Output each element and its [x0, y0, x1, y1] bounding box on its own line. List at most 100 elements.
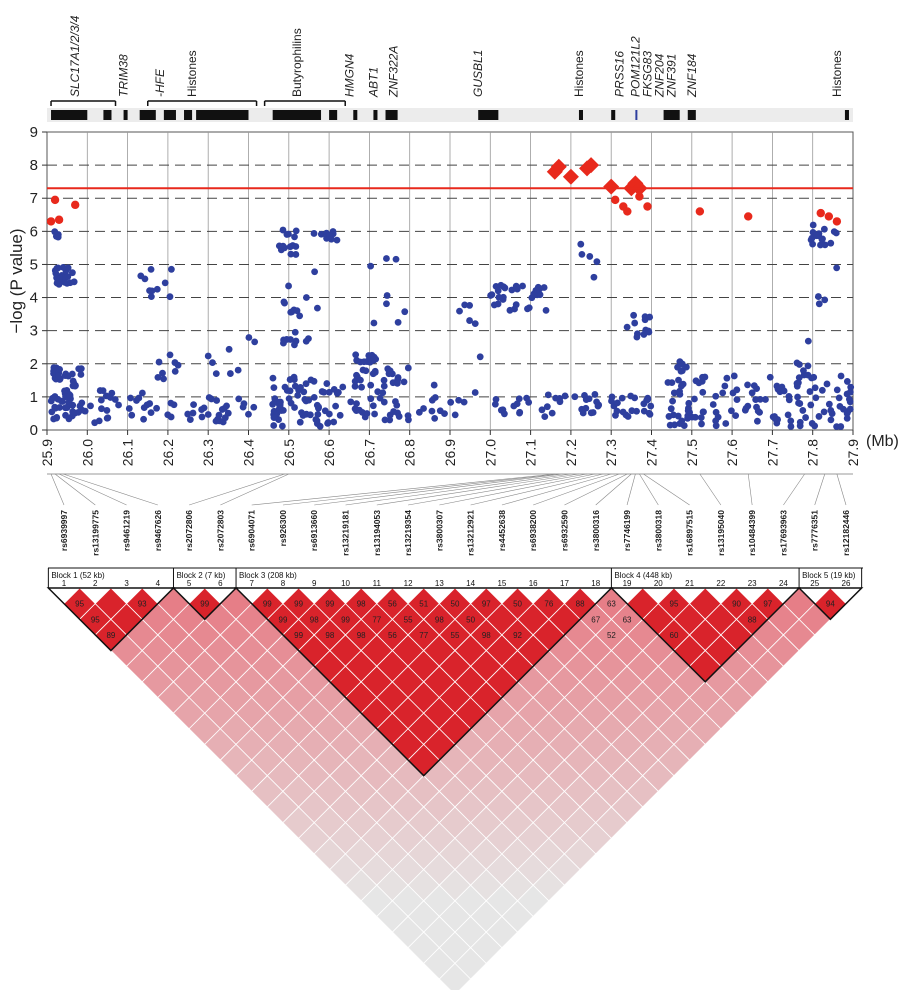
snp-label: rs3800316 — [591, 510, 601, 551]
snp-point — [226, 370, 234, 377]
snp-point — [390, 408, 397, 415]
snp-point — [294, 391, 302, 399]
snp-point — [330, 418, 338, 426]
snp-point — [141, 275, 149, 283]
snp-point — [103, 407, 111, 414]
snp-point — [530, 290, 538, 298]
ld-value: 63 — [607, 600, 616, 609]
snp-point — [235, 395, 243, 403]
snp-point — [627, 392, 635, 400]
snp-connector — [282, 473, 559, 506]
snp-point — [54, 264, 62, 272]
snp-label: rs13219354 — [403, 510, 413, 556]
snp-point — [806, 388, 814, 395]
snp-point — [320, 388, 328, 396]
snp-label: rs13212921 — [466, 510, 476, 556]
snp-point-significant — [623, 207, 632, 216]
x-tick-label: 26.0 — [79, 439, 95, 466]
snp-point — [766, 373, 774, 381]
x-tick-label: 27.3 — [603, 439, 619, 466]
snp-point — [466, 317, 473, 324]
gene-label: Histones — [830, 50, 844, 97]
snp-point — [147, 409, 155, 416]
snp-point — [447, 398, 455, 406]
snp-point — [292, 227, 300, 235]
snp-point — [552, 394, 560, 402]
ld-value: 90 — [732, 600, 741, 609]
snp-point — [823, 380, 831, 388]
ld-value: 99 — [294, 631, 303, 640]
snp-point — [209, 359, 216, 366]
snp-point — [62, 404, 70, 411]
gene-label: ZNF204 — [653, 53, 667, 98]
y-tick-label: 1 — [30, 389, 38, 406]
snp-point — [762, 396, 769, 403]
ld-value: 50 — [513, 600, 522, 609]
snp-point — [712, 392, 720, 400]
ld-value: 99 — [200, 600, 209, 609]
snp-point — [664, 379, 672, 386]
snp-point — [699, 388, 707, 396]
ld-value: 99 — [263, 600, 272, 609]
snp-point — [728, 407, 735, 415]
snp-point — [804, 371, 812, 379]
gene-label: ZNF322A — [387, 46, 401, 98]
snp-point-significant — [635, 192, 644, 201]
snp-point — [66, 279, 74, 287]
snp-point — [287, 250, 295, 258]
snp-point — [355, 406, 363, 414]
snp-point — [293, 307, 301, 315]
ld-value: 77 — [372, 615, 381, 624]
ld-snp-number: 17 — [560, 579, 569, 588]
snp-connector — [501, 473, 612, 506]
snp-point — [674, 363, 681, 371]
snp-point — [50, 364, 58, 371]
snp-point — [669, 397, 676, 405]
snp-point — [380, 398, 388, 406]
snp-point — [296, 312, 304, 320]
snp-point — [846, 388, 854, 396]
snp-point — [613, 407, 621, 415]
snp-point — [367, 381, 375, 389]
snp-point — [104, 414, 112, 422]
snp-point — [404, 412, 412, 420]
snp-point — [153, 285, 161, 293]
ld-value: 92 — [513, 631, 522, 640]
snp-point — [323, 380, 331, 387]
snp-point — [802, 414, 810, 421]
gene-block — [844, 110, 849, 120]
snp-point — [733, 396, 741, 404]
ld-block-outline — [609, 587, 801, 683]
ld-block-label: Block 2 (7 kb) — [176, 571, 225, 580]
ld-snp-number: 26 — [842, 579, 851, 588]
snp-point-significant — [744, 212, 753, 221]
ld-value: 50 — [451, 600, 460, 609]
snp-point — [362, 367, 370, 375]
snp-point — [787, 423, 795, 430]
snp-point — [296, 418, 304, 426]
snp-point — [732, 412, 740, 419]
snp-diamond-top — [562, 168, 579, 185]
snp-point — [138, 389, 146, 397]
snp-point — [65, 415, 73, 423]
snp-point — [54, 233, 62, 241]
x-tick-label: 26.6 — [321, 439, 337, 466]
snp-point — [204, 411, 212, 418]
snp-point — [712, 422, 720, 430]
x-axis-ticks: 25.9 26.0 26.1 26.2 26.3 26.4 26.5 26.6 26.7 26.8… — [39, 430, 861, 466]
gene-block — [103, 110, 112, 120]
snp-label: rs7746199 — [622, 510, 632, 551]
snp-point — [647, 402, 655, 410]
snp-point — [287, 399, 295, 407]
gene-block — [123, 110, 128, 120]
snp-point — [719, 389, 727, 397]
x-tick-label: 27.8 — [805, 439, 821, 466]
y-tick-label: 3 — [30, 323, 38, 340]
gene-block — [687, 110, 696, 120]
snp-point — [847, 383, 855, 391]
snp-point — [490, 301, 498, 309]
snp-point — [843, 415, 851, 422]
snp-point — [223, 402, 230, 410]
snp-point — [684, 404, 692, 412]
snp-point-significant — [71, 200, 80, 210]
